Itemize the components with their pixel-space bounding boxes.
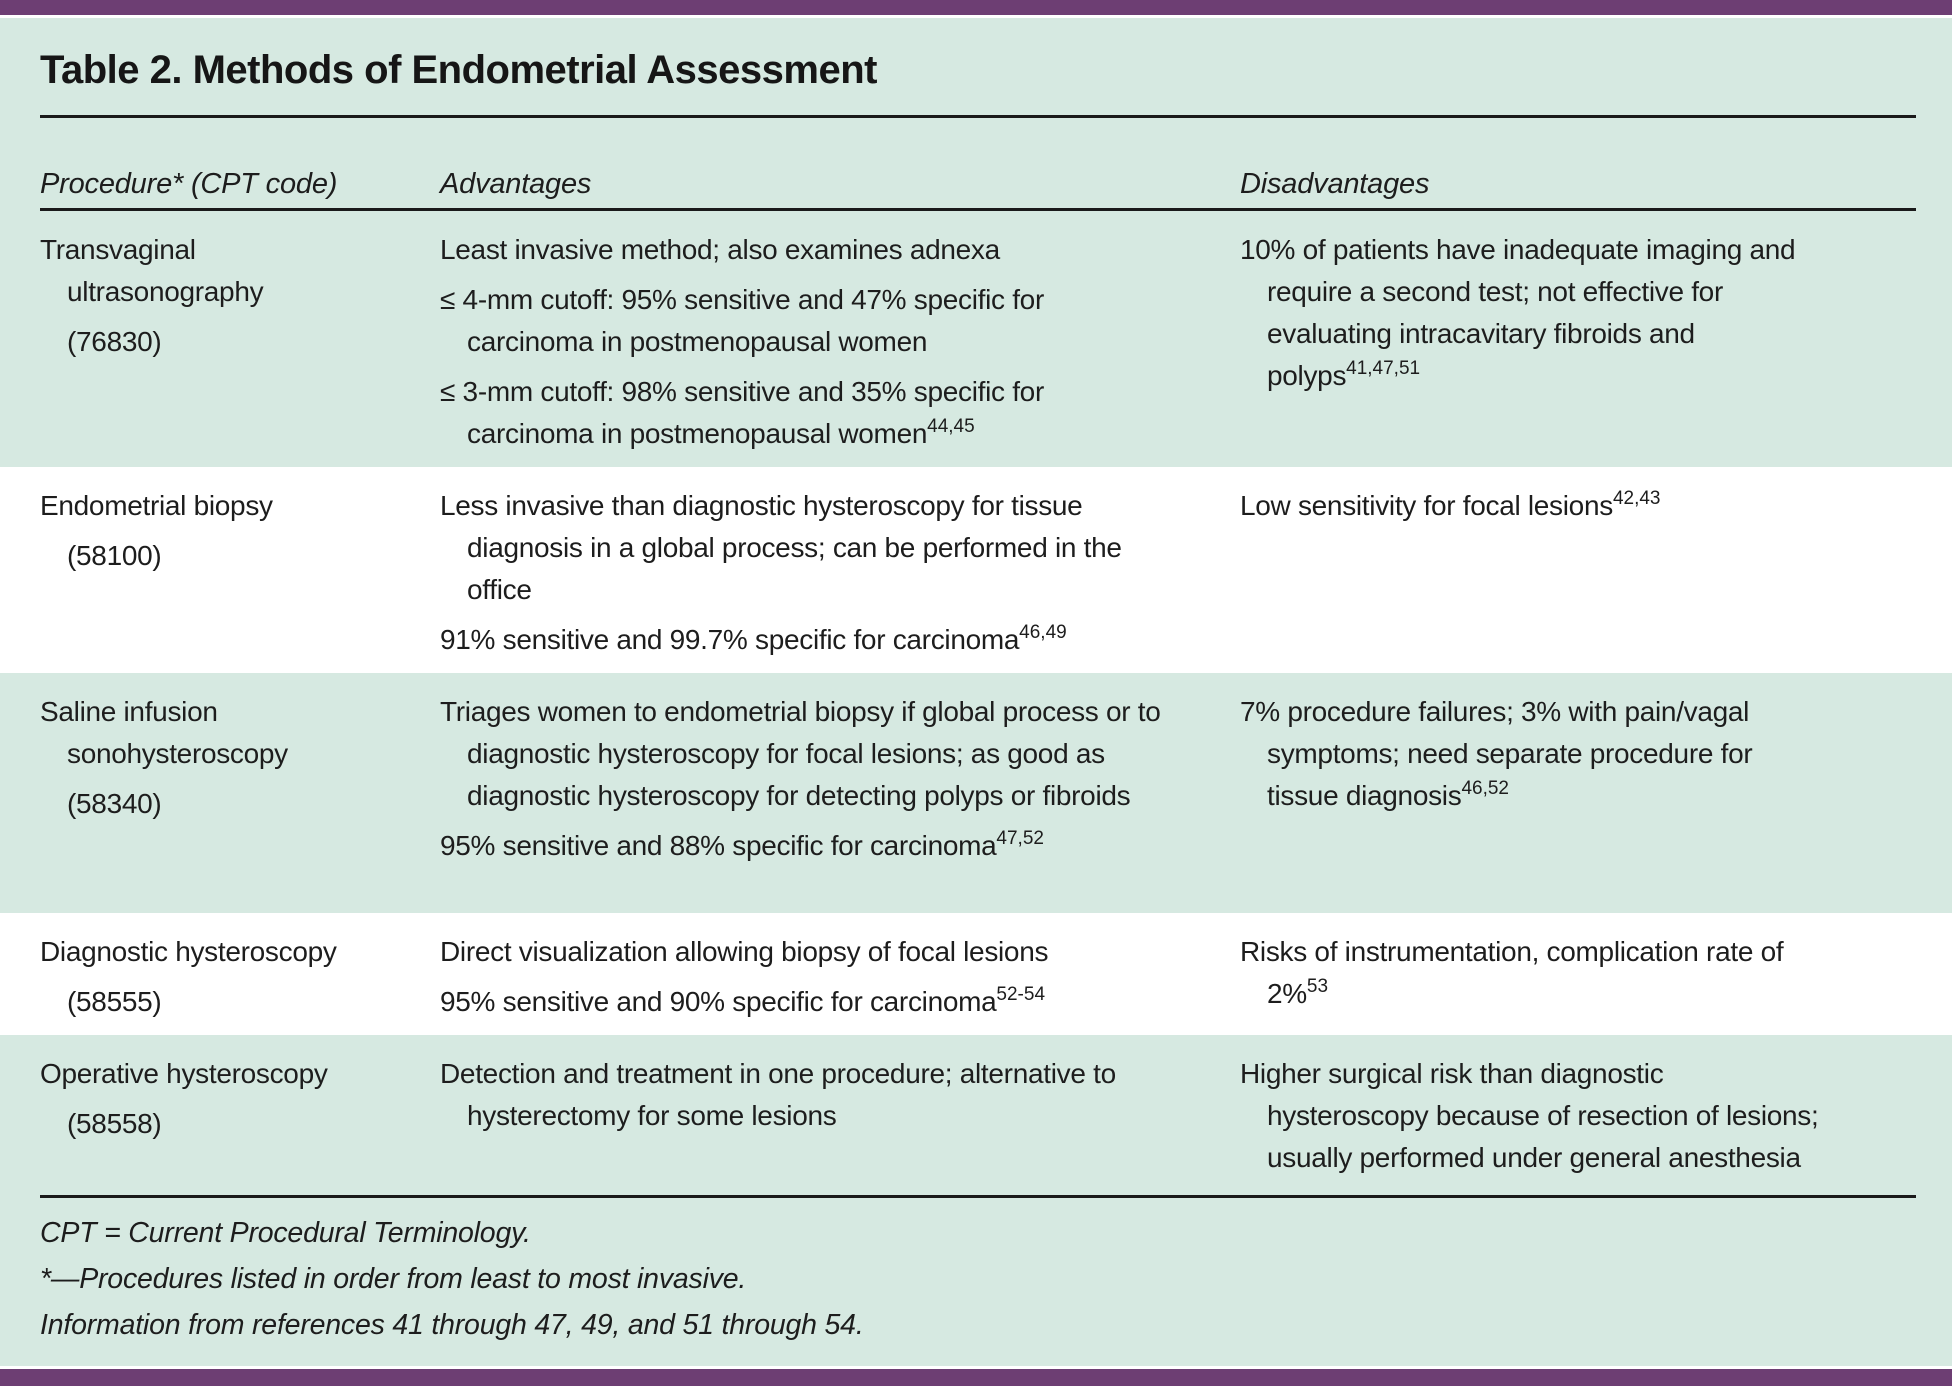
advantage-item: Least invasive method; also examines adn… [440,229,1170,271]
advantages-cell: Least invasive method; also examines adn… [440,229,1240,455]
column-header-advantages: Advantages [440,168,592,200]
paragraph-text: ≤ 4-mm cutoff: 95% sensitive and 47% spe… [440,284,1044,357]
paragraph-text: 95% sensitive and 88% specific for carci… [440,830,997,861]
procedure-cell: Saline infusion sonohysteroscopy (58340) [40,691,440,901]
advantages-cell: Less invasive than diagnostic hysterosco… [440,485,1240,661]
disadvantage-item: 7% procedure failures; 3% with pain/vaga… [1240,691,1820,817]
paragraph-text: Low sensitivity for focal lesions [1240,490,1613,521]
table-row-diagnostic-hysteroscopy: Diagnostic hysteroscopy (58555) Direct v… [0,913,1952,1035]
disadvantages-cell: Higher surgical risk than diagnostic hys… [1240,1053,1916,1183]
procedure-name: Endometrial biopsy [40,490,273,521]
paragraph-text: Higher surgical risk than diagnostic hys… [1240,1058,1819,1173]
disadvantages-cell: Risks of instrumentation, complication r… [1240,931,1916,1023]
table-title: Table 2. Methods of Endometrial Assessme… [40,48,877,92]
advantage-item: Less invasive than diagnostic hysterosco… [440,485,1170,611]
paragraph-text: Direct visualization allowing biopsy of … [440,936,1049,967]
table-row-transvaginal-ultrasonography: Transvaginal ultrasonography (76830) Lea… [0,211,1952,467]
advantage-item: 91% sensitive and 99.7% specific for car… [440,619,1170,661]
disadvantages-cell: Low sensitivity for focal lesions42,43 [1240,485,1916,661]
procedure-cell: Operative hysteroscopy (58558) [40,1053,440,1183]
procedure-name: Transvaginal ultrasonography [40,234,264,307]
procedure-name: Saline infusion sonohysteroscopy [40,696,288,769]
paragraph-text: Risks of instrumentation, complication r… [1240,936,1784,1009]
advantage-item: Detection and treatment in one procedure… [440,1053,1170,1137]
disadvantage-item: Higher surgical risk than diagnostic hys… [1240,1053,1820,1179]
procedure-name: Diagnostic hysteroscopy [40,936,337,967]
column-header-disadvantages: Disadvantages [1240,168,1430,200]
reference-superscript: 53 [1306,975,1329,997]
procedure-cell: Diagnostic hysteroscopy (58555) [40,931,440,1023]
advantages-cell: Detection and treatment in one procedure… [440,1053,1240,1183]
table-sheet: Table 2. Methods of Endometrial Assessme… [0,18,1952,1366]
disadvantages-cell: 10% of patients have inadequate imaging … [1240,229,1916,455]
footnote-cpt-definition: CPT = Current Procedural Terminology. [40,1217,531,1249]
procedure-cpt-code: (76830) [67,326,162,357]
advantages-cell: Direct visualization allowing biopsy of … [440,931,1240,1023]
table-row-operative-hysteroscopy: Operative hysteroscopy (58558) Detection… [0,1035,1952,1195]
bottom-accent-bar [0,1369,1952,1386]
disadvantage-item: Risks of instrumentation, complication r… [1240,931,1820,1015]
reference-superscript: 41,47,51 [1346,357,1421,379]
paragraph-text: ≤ 3-mm cutoff: 98% sensitive and 35% spe… [440,376,1044,449]
reference-superscript: 46,49 [1019,621,1067,643]
paragraph-text: 10% of patients have inadequate imaging … [1240,234,1796,391]
reference-superscript: 46,52 [1461,777,1509,799]
advantage-item: ≤ 3-mm cutoff: 98% sensitive and 35% spe… [440,371,1170,455]
column-header-procedure: Procedure* (CPT code) [40,168,338,200]
procedure-cpt-code: (58558) [67,1108,162,1139]
reference-superscript: 44,45 [927,415,975,437]
procedure-cell: Endometrial biopsy (58100) [40,485,440,661]
paragraph-text: 95% sensitive and 90% specific for carci… [440,986,997,1017]
table-header-row: Procedure* (CPT code) Advantages Disadva… [0,118,1952,202]
paragraph-text: Triages women to endometrial biopsy if g… [440,696,1161,811]
disadvantage-item: 10% of patients have inadequate imaging … [1240,229,1820,397]
footnotes: CPT = Current Procedural Terminology. *—… [40,1198,1916,1342]
table-row-saline-infusion-sonohysteroscopy: Saline infusion sonohysteroscopy (58340)… [0,673,1952,913]
footnote-asterisk: *—Procedures listed in order from least … [40,1263,747,1295]
footnote-references: Information from references 41 through 4… [40,1309,864,1341]
procedure-cpt-code: (58555) [67,986,162,1017]
advantages-cell: Triages women to endometrial biopsy if g… [440,691,1240,901]
disadvantages-cell: 7% procedure failures; 3% with pain/vaga… [1240,691,1916,901]
advantage-item: Direct visualization allowing biopsy of … [440,931,1170,973]
procedure-cpt-code: (58340) [67,788,162,819]
header-rule [40,208,1916,211]
table-row-endometrial-biopsy: Endometrial biopsy (58100) Less invasive… [0,467,1952,673]
procedure-name: Operative hysteroscopy [40,1058,328,1089]
reference-superscript: 42,43 [1612,487,1661,509]
disadvantage-item: Low sensitivity for focal lesions42,43 [1240,485,1820,527]
procedure-cpt-code: (58100) [67,540,162,571]
paragraph-text: 91% sensitive and 99.7% specific for car… [440,624,1020,655]
paragraph-text: Detection and treatment in one procedure… [440,1058,1116,1131]
reference-superscript: 52-54 [996,983,1046,1005]
reference-superscript: 47,52 [996,827,1044,849]
paragraph-text: 7% procedure failures; 3% with pain/vaga… [1240,696,1753,811]
advantage-item: 95% sensitive and 90% specific for carci… [440,981,1170,1023]
paragraph-text: Least invasive method; also examines adn… [440,234,1000,265]
title-rule [40,115,1916,118]
advantage-item: Triages women to endometrial biopsy if g… [440,691,1170,817]
procedure-cell: Transvaginal ultrasonography (76830) [40,229,440,455]
advantage-item: ≤ 4-mm cutoff: 95% sensitive and 47% spe… [440,279,1170,363]
paragraph-text: Less invasive than diagnostic hysterosco… [440,490,1122,605]
table-bottom-rule [40,1195,1916,1198]
top-accent-bar [0,0,1952,15]
advantage-item: 95% sensitive and 88% specific for carci… [440,825,1170,867]
